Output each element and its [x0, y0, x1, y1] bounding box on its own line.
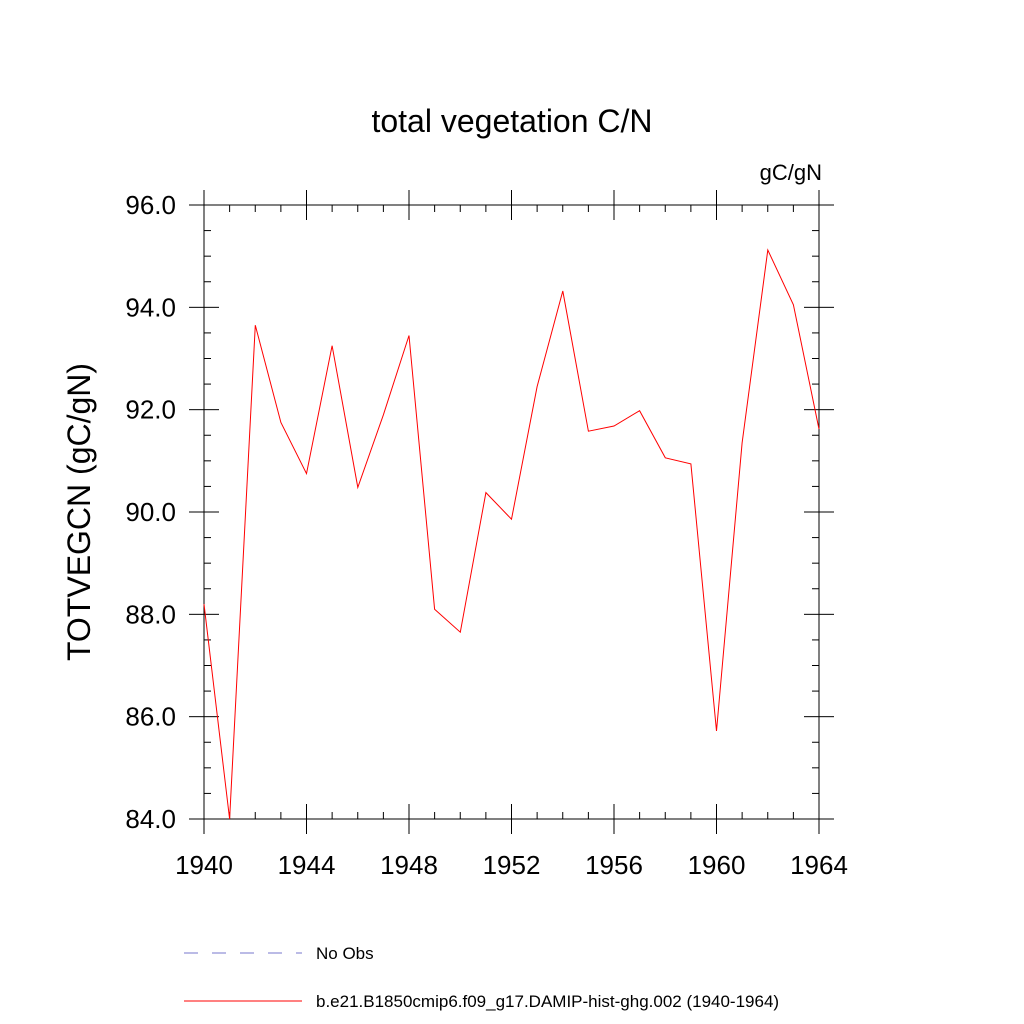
x-tick-label: 1960: [688, 850, 746, 880]
x-tick-label: 1952: [483, 850, 541, 880]
y-tick-label: 88.0: [125, 599, 176, 629]
series-line: [203, 248, 820, 820]
axis-ticks: [189, 190, 834, 834]
legend-label: b.e21.B1850cmip6.f09_g17.DAMIP-hist-ghg.…: [316, 992, 779, 1011]
units-label: gC/gN: [760, 160, 822, 185]
y-tick-label: 92.0: [125, 395, 176, 425]
series-layer: [203, 248, 820, 820]
tick-labels: 1940 1944 1948 1952 1956 1960 1964 84.0 86.0 88.0…: [125, 190, 848, 880]
x-tick-label: 1956: [585, 850, 643, 880]
y-tick-label: 84.0: [125, 804, 176, 834]
y-tick-label: 86.0: [125, 702, 176, 732]
x-tick-label: 1964: [790, 850, 848, 880]
x-tick-label: 1948: [380, 850, 438, 880]
y-tick-label: 96.0: [125, 190, 176, 220]
chart-title: total vegetation C/N: [371, 103, 652, 139]
x-tick-label: 1940: [175, 850, 233, 880]
legend: No Obs b.e21.B1850cmip6.f09_g17.DAMIP-his…: [184, 944, 779, 1011]
legend-label: No Obs: [316, 944, 374, 963]
y-axis-label: TOTVEGCN (gC/gN): [61, 363, 97, 661]
y-tick-label: 94.0: [125, 292, 176, 322]
x-tick-label: 1944: [278, 850, 336, 880]
plot-frame: [203, 204, 820, 820]
y-tick-label: 90.0: [125, 497, 176, 527]
